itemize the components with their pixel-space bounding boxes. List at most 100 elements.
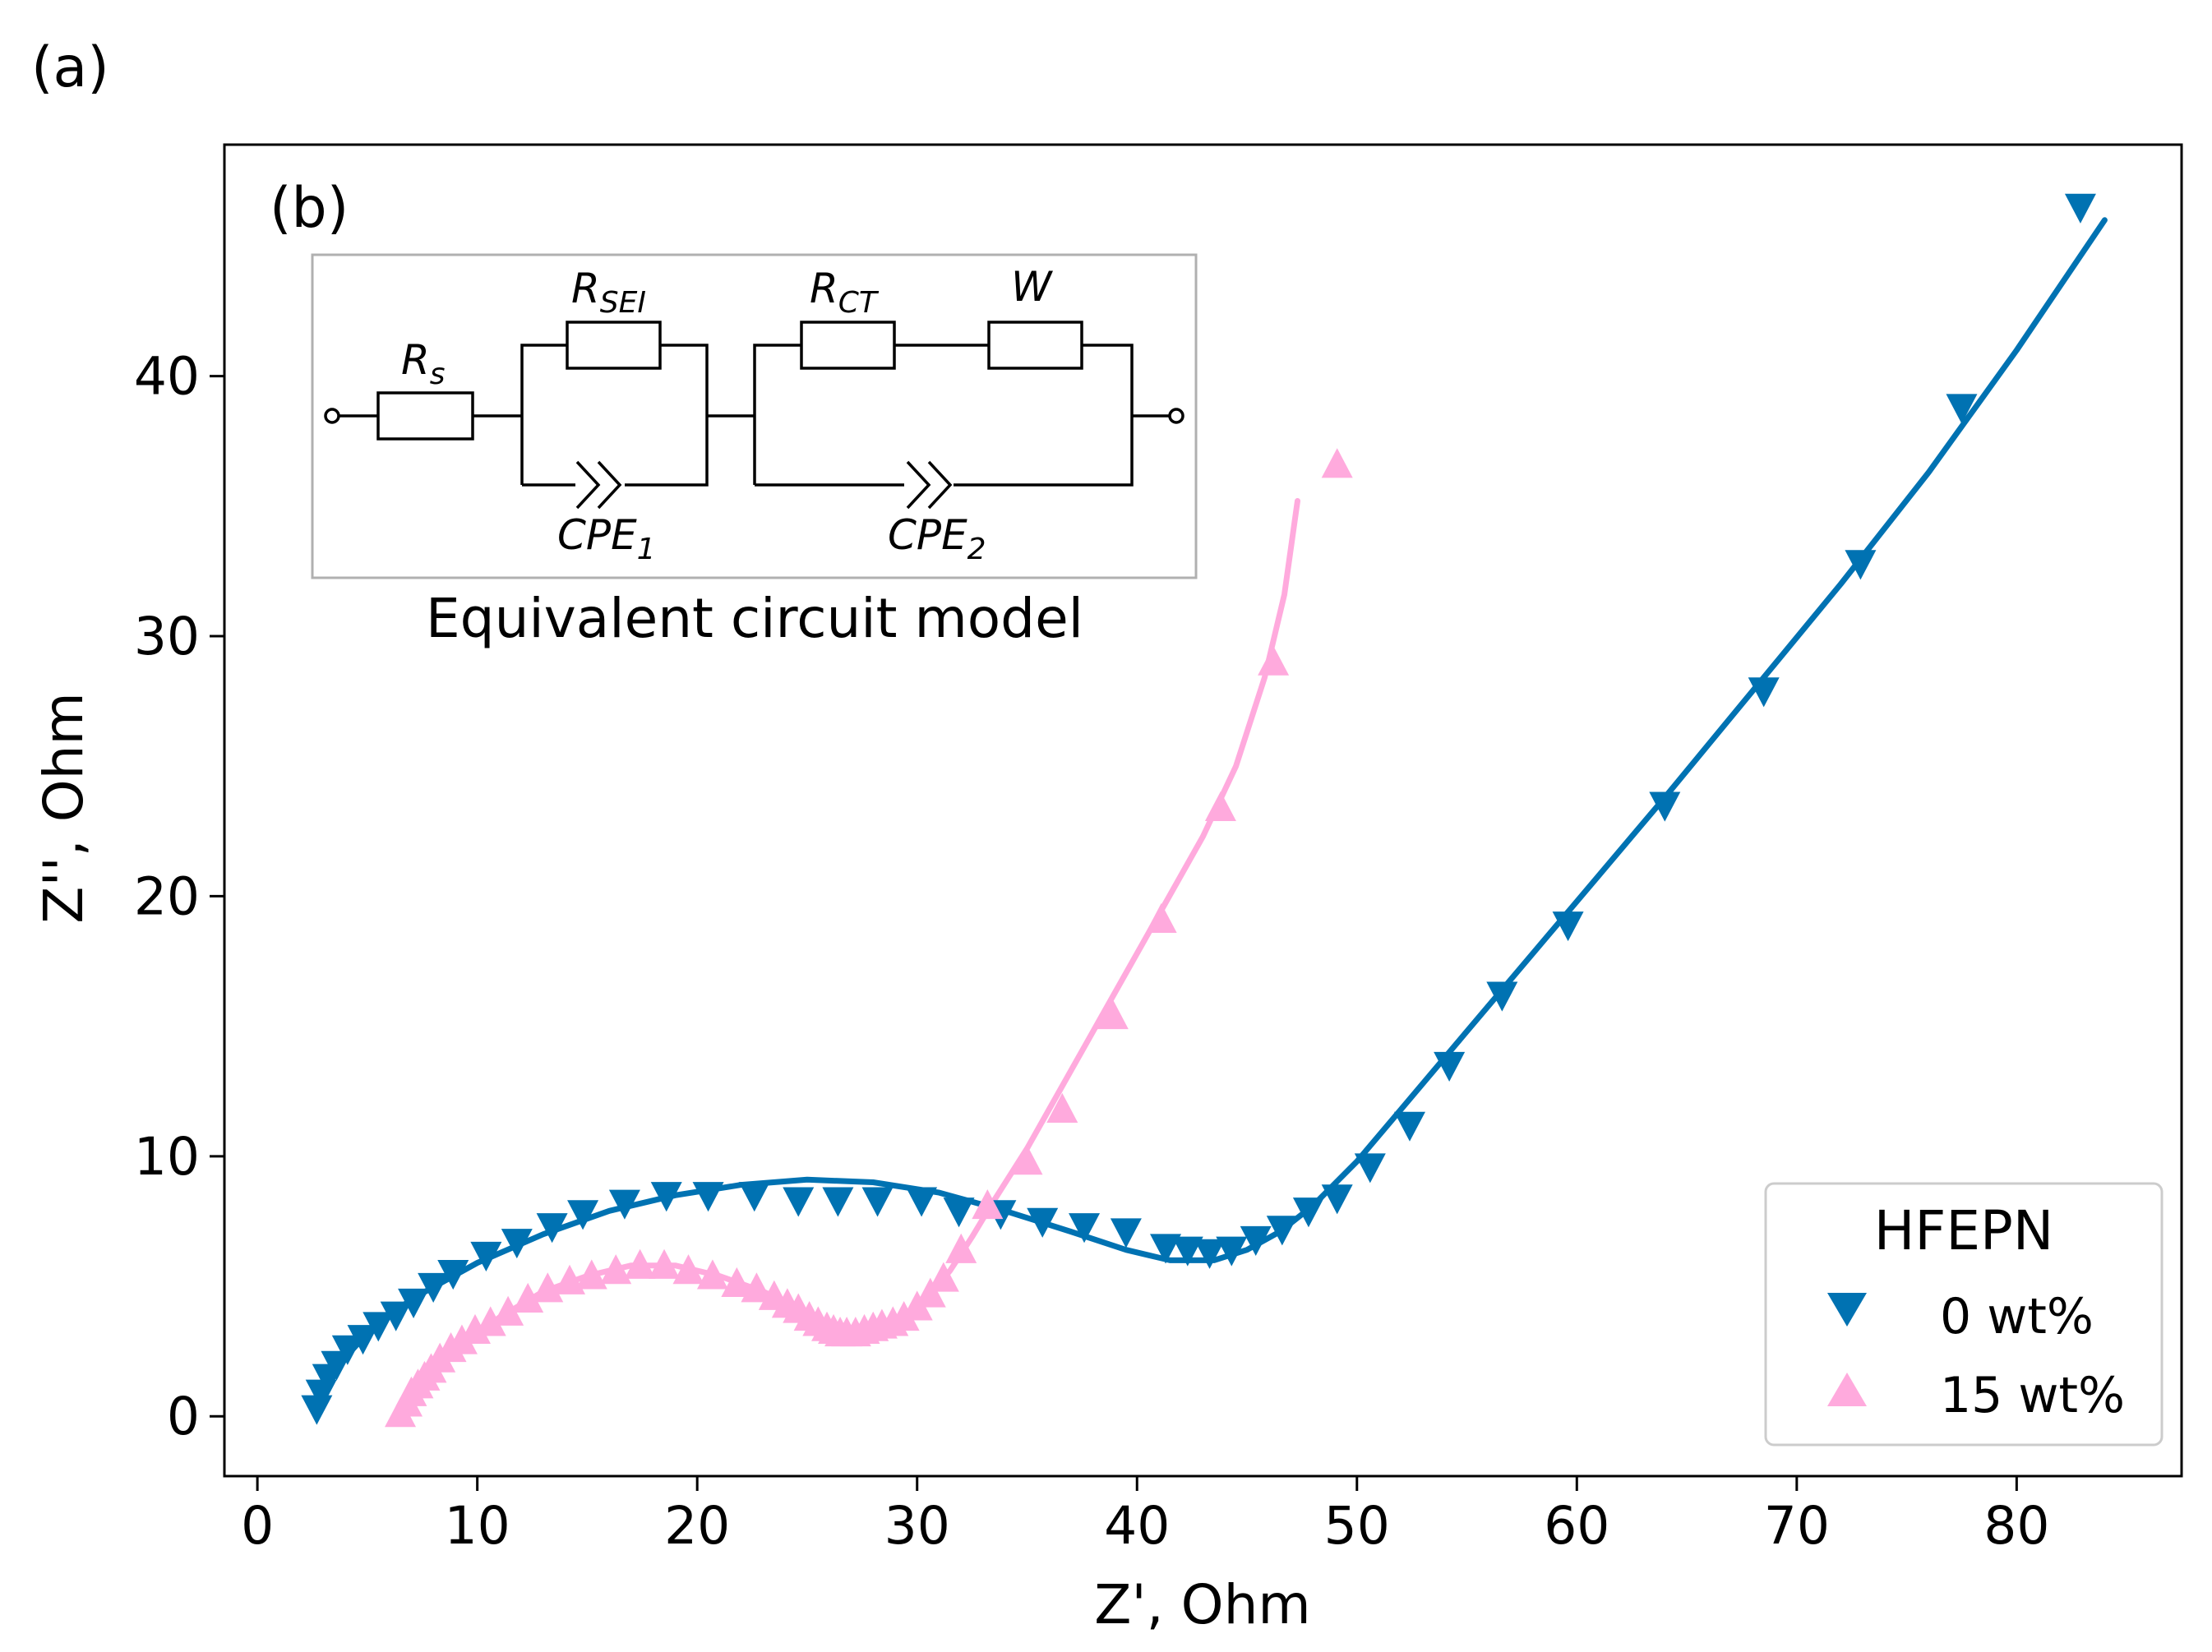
- data-point-series-1: [474, 1306, 506, 1336]
- x-tick-label: 60: [1544, 1496, 1609, 1556]
- data-point-series-1: [1204, 791, 1236, 821]
- x-tick-label: 30: [884, 1496, 950, 1556]
- legend-title: HFEPN: [1874, 1199, 2053, 1262]
- data-point-series-0: [1354, 1153, 1386, 1184]
- data-point-series-0: [1292, 1197, 1324, 1228]
- x-tick-label: 0: [241, 1496, 274, 1556]
- x-tick-label: 10: [445, 1496, 510, 1556]
- data-point-series-0: [1946, 394, 1978, 424]
- panel-label-b: (b): [270, 176, 349, 241]
- data-point-series-1: [512, 1282, 544, 1313]
- data-point-series-1: [914, 1277, 946, 1308]
- legend: HFEPN 0 wt% 15 wt%: [1764, 1182, 2164, 1447]
- label-cpe1: CPE1: [557, 511, 656, 566]
- x-tick-label: 80: [1983, 1496, 2049, 1556]
- data-point-series-1: [532, 1272, 564, 1303]
- data-point-series-1: [1145, 902, 1177, 934]
- data-point-series-0: [2064, 193, 2096, 224]
- data-point-series-1: [972, 1188, 1004, 1220]
- legend-marker-15wt: [1827, 1373, 1867, 1406]
- data-point-series-0: [1321, 1184, 1353, 1215]
- data-point-series-0: [692, 1182, 724, 1212]
- data-points: [301, 193, 2096, 1428]
- label-rct: RCT: [810, 265, 880, 320]
- data-point-series-1: [575, 1259, 607, 1290]
- data-point-series-1: [492, 1295, 524, 1326]
- y-tick-label: 0: [167, 1387, 200, 1447]
- data-point-series-0: [331, 1335, 363, 1365]
- inset-circuit: Rs RSEI RCT W CPE1 CPE2 Equivalent circu…: [311, 253, 1198, 650]
- data-point-series-0: [943, 1197, 975, 1228]
- terminal-left: [324, 408, 340, 424]
- label-rsei: RSEI: [571, 265, 646, 320]
- data-point-series-0: [1150, 1234, 1182, 1264]
- terminal-right: [1168, 408, 1185, 424]
- data-point-series-0: [1240, 1225, 1272, 1257]
- data-point-series-1: [927, 1262, 959, 1292]
- x-axis-label: Z', Ohm: [1094, 1573, 1310, 1636]
- y-tick-label: 40: [134, 347, 200, 407]
- legend-label-15wt: 15 wt%: [1940, 1367, 2125, 1424]
- data-point-series-0: [536, 1213, 568, 1244]
- x-tick-label: 20: [664, 1496, 730, 1556]
- data-point-series-0: [1069, 1213, 1101, 1244]
- data-point-series-0: [418, 1272, 450, 1303]
- data-point-series-0: [1216, 1236, 1248, 1267]
- data-point-series-1: [696, 1259, 728, 1290]
- legend-marker-0wt: [1827, 1293, 1867, 1327]
- data-point-series-1: [1011, 1145, 1043, 1175]
- data-point-series-0: [822, 1187, 854, 1217]
- data-point-series-0: [470, 1241, 502, 1272]
- label-cpe2: CPE2: [888, 511, 986, 566]
- data-point-series-0: [1393, 1111, 1425, 1142]
- panel-label-a: (a): [31, 35, 109, 100]
- cpe1-symbol: [575, 460, 601, 510]
- plot-frame: [223, 143, 2183, 1478]
- data-point-series-0: [608, 1189, 640, 1220]
- data-point-series-1: [649, 1248, 681, 1279]
- label-rs: Rs: [401, 336, 446, 391]
- x-ticks: 0 10 20 30 40 50 60 70 80: [241, 1476, 2049, 1556]
- data-point-series-0: [783, 1187, 815, 1217]
- data-point-series-0: [398, 1288, 430, 1318]
- data-point-series-0: [1266, 1216, 1298, 1246]
- data-point-series-0: [437, 1260, 469, 1290]
- data-point-series-0: [1194, 1239, 1226, 1269]
- data-point-series-0: [1845, 550, 1877, 580]
- data-point-series-0: [1434, 1051, 1466, 1082]
- data-point-series-1: [945, 1233, 977, 1263]
- data-point-series-1: [459, 1313, 491, 1344]
- x-tick-label: 40: [1104, 1496, 1170, 1556]
- data-point-series-1: [741, 1272, 773, 1303]
- data-point-series-0: [380, 1301, 412, 1331]
- x-tick-label: 70: [1764, 1496, 1830, 1556]
- y-tick-label: 20: [134, 866, 200, 926]
- circuit-diagram: [324, 321, 1185, 510]
- legend-label-0wt: 0 wt%: [1940, 1288, 2094, 1345]
- data-point-series-0: [738, 1182, 770, 1212]
- data-point-series-0: [650, 1182, 682, 1212]
- data-point-series-0: [1110, 1218, 1142, 1248]
- y-axis-label: Z'', Ohm: [32, 692, 95, 924]
- data-point-series-1: [672, 1254, 704, 1285]
- data-point-series-0: [906, 1187, 938, 1217]
- x-tick-label: 50: [1324, 1496, 1390, 1556]
- data-point-series-0: [1649, 791, 1681, 822]
- data-point-series-1: [721, 1267, 753, 1298]
- data-point-series-1: [624, 1248, 656, 1279]
- data-point-series-0: [1552, 911, 1584, 942]
- data-point-series-1: [1046, 1092, 1078, 1124]
- y-tick-label: 10: [134, 1127, 200, 1187]
- y-tick-label: 30: [134, 607, 200, 667]
- cpe2-symbol: [906, 460, 931, 510]
- data-point-series-0: [1027, 1207, 1059, 1238]
- data-point-series-0: [501, 1229, 533, 1259]
- legend-frame: [1764, 1182, 2164, 1447]
- data-point-series-0: [1171, 1236, 1203, 1267]
- data-point-series-1: [1258, 645, 1290, 676]
- data-point-series-0: [861, 1187, 894, 1217]
- inset-title: Equivalent circuit model: [426, 587, 1083, 650]
- data-point-series-1: [1097, 999, 1129, 1030]
- label-w: W: [1011, 263, 1053, 311]
